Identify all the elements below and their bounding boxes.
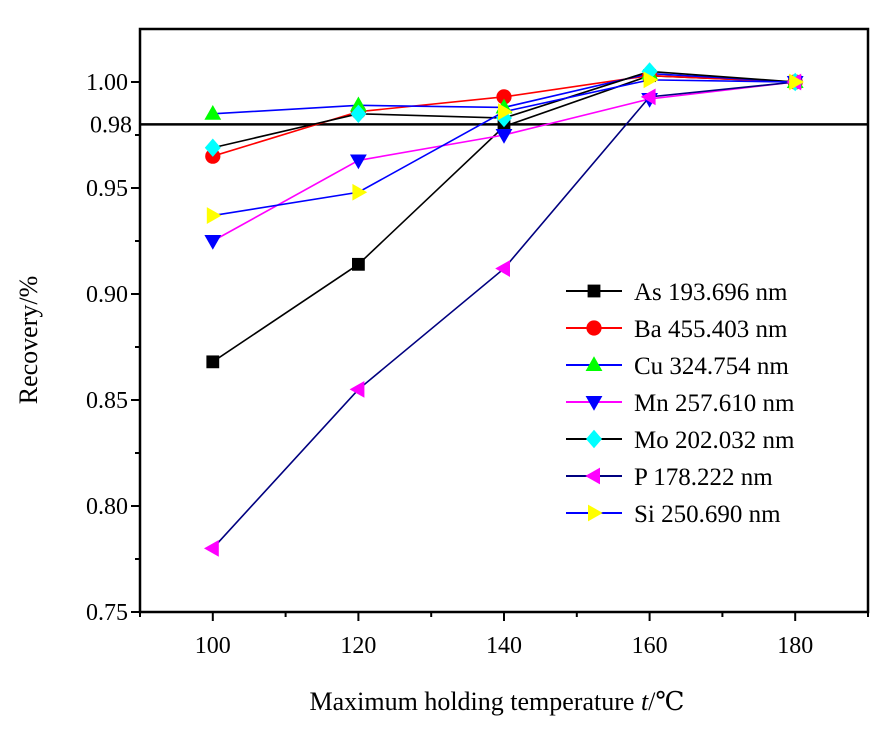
data-point xyxy=(496,108,512,128)
legend-marker xyxy=(587,284,601,298)
legend-label: Si 250.690 nm xyxy=(634,501,781,528)
data-point xyxy=(350,104,367,123)
data-point xyxy=(350,96,367,112)
data-point xyxy=(349,381,365,398)
x-tick-label: 120 xyxy=(340,633,376,659)
legend-entry: P 178.222 nm xyxy=(566,464,773,491)
y-axis-title: Recovery/% xyxy=(14,276,43,405)
legend-entry: As 193.696 nm xyxy=(566,279,788,306)
data-point xyxy=(495,260,510,277)
legend-entry: Mo 202.032 nm xyxy=(566,427,795,454)
legend-entry: Ba 455.403 nm xyxy=(566,316,788,343)
x-tick-label: 160 xyxy=(632,633,668,659)
legend-label: Mn 257.610 nm xyxy=(634,390,795,417)
legend-marker xyxy=(585,467,600,485)
legend-entry: Cu 324.754 nm xyxy=(566,353,789,380)
data-point xyxy=(204,235,222,250)
data-point xyxy=(350,154,367,170)
legend-label: Cu 324.754 nm xyxy=(634,353,789,380)
legend-marker xyxy=(585,356,603,371)
x-tick-label: 100 xyxy=(195,633,231,659)
data-point xyxy=(352,257,365,271)
legend-label: As 193.696 nm xyxy=(634,279,788,306)
data-point xyxy=(204,105,222,120)
data-point xyxy=(495,129,513,144)
legend-label: Ba 455.403 nm xyxy=(634,316,788,343)
y-tick-label: 0.85 xyxy=(86,388,128,414)
y-tick-label: 0.95 xyxy=(86,176,128,202)
legend-entry: Mn 257.610 nm xyxy=(566,390,795,417)
legend-marker xyxy=(586,429,602,449)
legend-marker xyxy=(585,396,603,411)
legend-label: P 178.222 nm xyxy=(634,464,773,491)
x-tick-label: 140 xyxy=(486,633,522,659)
legend-label: Mo 202.032 nm xyxy=(634,427,795,454)
series-7-markers xyxy=(206,71,804,224)
data-point xyxy=(789,73,804,91)
data-point xyxy=(204,138,221,157)
data-point xyxy=(640,88,656,106)
legend-marker xyxy=(588,504,603,522)
x-tick-label: 180 xyxy=(777,633,813,659)
data-point xyxy=(204,540,219,557)
legend-marker xyxy=(586,320,602,336)
data-point xyxy=(498,103,513,121)
x-axis-title: Maximum holding temperature t/℃ xyxy=(310,687,685,716)
series-6-markers xyxy=(204,73,802,557)
data-point xyxy=(206,207,222,224)
data-point xyxy=(496,89,512,105)
legend-entry: Si 250.690 nm xyxy=(566,501,781,528)
data-point xyxy=(643,71,659,89)
y-tick-label: 0.75 xyxy=(86,600,128,626)
y-tick-label: 0.90 xyxy=(86,282,128,308)
reference-line-label: 0.98 xyxy=(90,112,132,138)
y-tick-label: 0.80 xyxy=(86,494,128,520)
data-point xyxy=(206,355,220,369)
data-point xyxy=(352,183,368,201)
y-tick-label: 1.00 xyxy=(86,70,128,96)
